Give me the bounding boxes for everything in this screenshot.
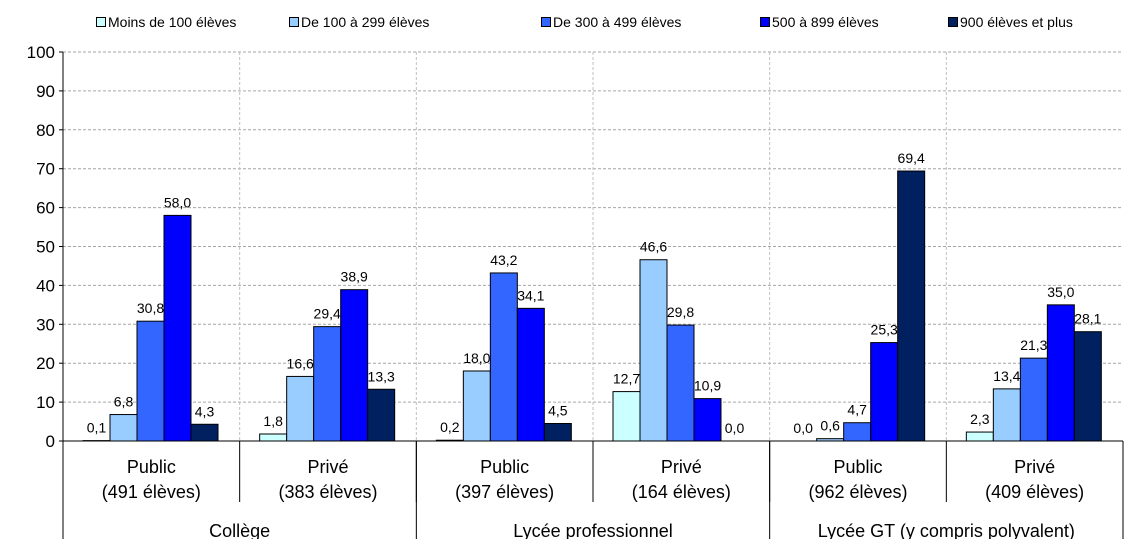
category-label: Privé [661,457,702,477]
data-label: 43,2 [490,252,517,268]
y-tick-label: 90 [36,82,55,101]
legend-item-900-plus: 900 élèves et plus [948,14,1073,30]
y-tick-label: 100 [27,43,55,62]
bar [489,272,518,442]
category-sublabel: (383 élèves) [278,482,377,502]
legend-label: De 100 à 299 élèves [301,14,430,30]
data-label: 0,0 [725,420,745,436]
category-label: Public [833,457,882,477]
bar [1046,304,1075,442]
y-tick-label: 80 [36,121,55,140]
bar [136,320,165,442]
y-tick-label: 30 [36,315,55,334]
legend-label: Moins de 100 élèves [108,14,237,30]
category-label: Privé [1014,457,1055,477]
bar [870,342,899,442]
bar [516,307,545,442]
bar [816,438,845,442]
data-label: 46,6 [640,239,667,255]
bar [462,370,491,442]
bar [435,439,464,442]
bar [897,170,926,442]
category-sublabel: (164 élèves) [632,482,731,502]
category-sublabel: (962 élèves) [808,482,907,502]
data-label: 1,8 [263,413,283,429]
bar [666,324,695,442]
y-tick-label: 0 [46,432,55,451]
legend-item-500-899: 500 à 899 élèves [760,14,879,30]
data-label: 35,0 [1047,284,1074,300]
bar [843,422,872,442]
legend-item-moins-100: Moins de 100 élèves [96,14,236,30]
data-label: 29,4 [314,306,341,322]
category-sublabel: (397 élèves) [455,482,554,502]
data-label: 0,6 [820,418,840,434]
data-label: 30,8 [137,300,164,316]
bar [1019,357,1048,442]
y-tick-label: 40 [36,276,55,295]
y-tick-label: 50 [36,238,55,257]
data-label: 4,7 [847,402,867,418]
bar [367,388,396,442]
y-tick-label: 60 [36,199,55,218]
y-tick-label: 70 [36,160,55,179]
group-label: Lycée GT (y compris polyvalent) [818,521,1075,539]
group-label: Collège [209,521,270,539]
group-label: Lycée professionnel [513,521,672,539]
legend-swatch [289,17,299,27]
bar [286,375,315,442]
data-label: 58,0 [164,194,191,210]
data-label: 10,9 [694,378,721,394]
legend-label: 900 élèves et plus [960,14,1073,30]
bar [639,259,668,442]
legend-label: De 300 à 499 élèves [553,14,682,30]
data-label: 13,4 [993,368,1020,384]
bar [190,423,219,442]
bar [313,326,342,442]
data-label: 13,3 [368,368,395,384]
data-label: 38,9 [341,269,368,285]
legend-label: 500 à 899 élèves [772,14,879,30]
data-label: 0,2 [440,419,460,435]
y-tick-label: 10 [36,393,55,412]
bar [612,391,641,442]
data-label: 28,1 [1074,311,1101,327]
data-label: 4,5 [548,402,568,418]
data-label: 18,0 [463,350,490,366]
bar [965,431,994,442]
legend-swatch [948,17,958,27]
data-label: 0,1 [87,420,107,436]
category-label: Public [127,457,176,477]
data-label: 25,3 [871,322,898,338]
data-label: 12,7 [613,371,640,387]
data-label: 16,6 [287,355,314,371]
bar [992,388,1021,442]
data-label: 21,3 [1020,337,1047,353]
bar [543,422,572,442]
y-tick-label: 20 [36,354,55,373]
data-label: 0,0 [793,420,813,436]
category-label: Public [480,457,529,477]
bar [340,289,369,442]
data-label: 29,8 [667,304,694,320]
legend-item-300-499: De 300 à 499 élèves [541,14,681,30]
legend-swatch [760,17,770,27]
legend-swatch [96,17,106,27]
data-label: 34,1 [517,287,544,303]
data-label: 4,3 [195,403,215,419]
bar [163,214,192,442]
bar [693,398,722,442]
legend-swatch [541,17,551,27]
data-label: 2,3 [970,411,990,427]
category-sublabel: (409 élèves) [985,482,1084,502]
bar [1073,331,1102,442]
data-label: 6,8 [114,394,134,410]
category-label: Privé [307,457,348,477]
data-label: 69,4 [898,150,925,166]
category-sublabel: (491 élèves) [102,482,201,502]
bar [109,414,138,442]
bar [259,433,288,442]
legend-item-100-299: De 100 à 299 élèves [289,14,429,30]
